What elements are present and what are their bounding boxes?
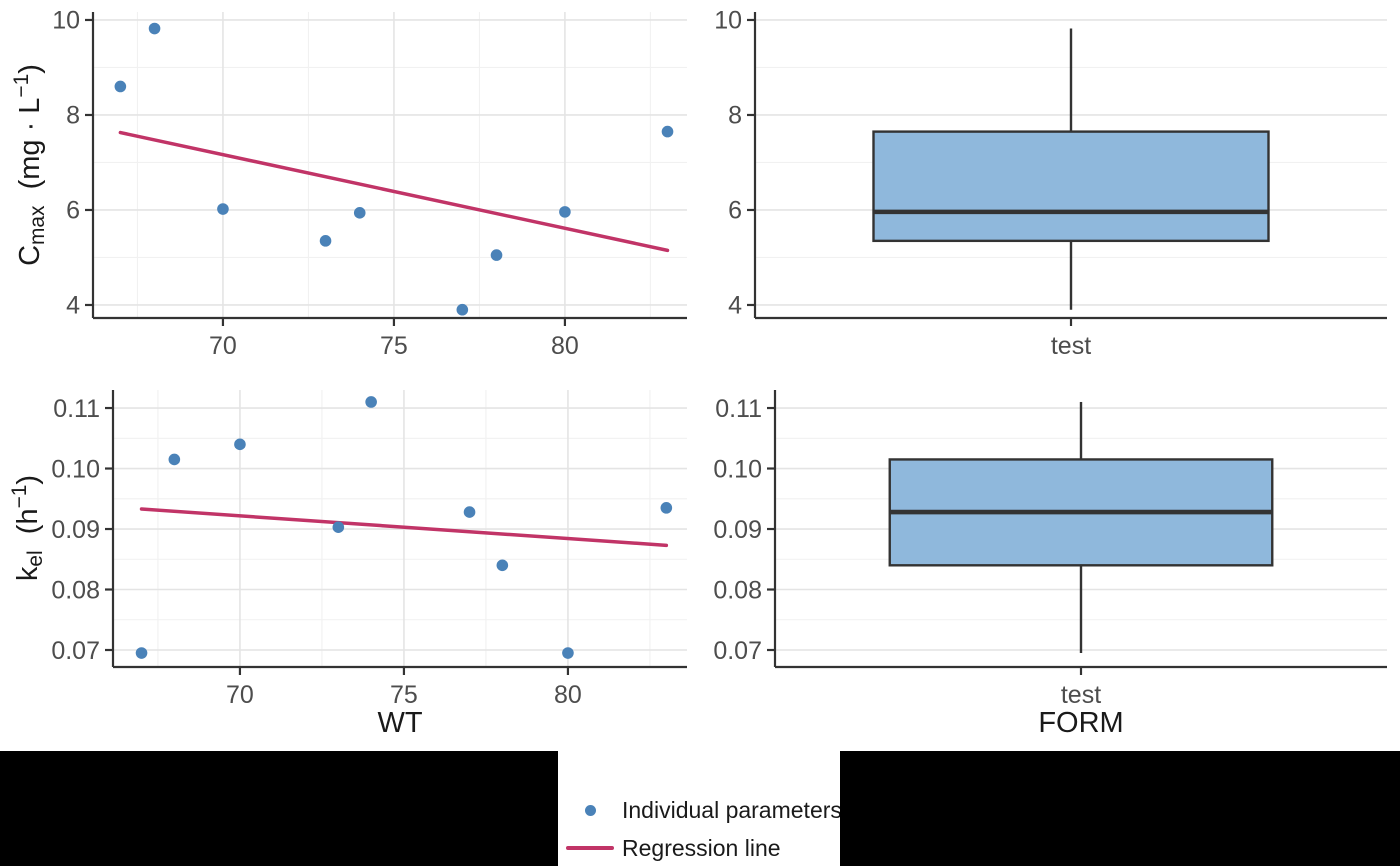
y-tick-label: 4	[728, 292, 742, 320]
y-tick-label: 0.07	[713, 637, 762, 665]
gridlines	[113, 390, 687, 667]
axes: 4 6 8 10 test	[714, 7, 1387, 360]
legend-item-regression-line: Regression line	[558, 829, 840, 866]
x-tick-label: 75	[380, 332, 408, 360]
y-tick-label: 8	[66, 102, 80, 130]
data-point	[490, 249, 503, 261]
x-axis-title: WT	[377, 707, 422, 739]
iqr-box	[872, 130, 1270, 243]
panel-kel-vs-wt: 0.07 0.08 0.09 0.10 0.11 70 75 80 WT	[51, 390, 687, 739]
data-point	[332, 521, 345, 533]
data-point	[456, 303, 469, 316]
data-point	[168, 453, 181, 466]
x-tick-label: test	[1051, 332, 1091, 360]
data-point	[353, 207, 366, 219]
y-tick-label: 0.10	[51, 455, 100, 483]
black-bar-right	[840, 751, 1400, 866]
y-tick-label: 6	[66, 197, 80, 225]
data-point	[496, 559, 509, 572]
legend-item-label: Individual parameters	[622, 796, 840, 823]
y-tick-label: 10	[52, 7, 80, 35]
data-point	[319, 235, 332, 247]
legend: Individual parameters Regression line	[558, 751, 840, 866]
black-bar-left	[0, 751, 558, 866]
y-tick-label: 0.11	[715, 395, 762, 423]
y-tick-label: 8	[728, 102, 742, 130]
y-tick-label: 6	[728, 197, 742, 225]
x-tick-label: 80	[551, 332, 579, 360]
y-tick-label: 4	[66, 292, 80, 320]
point-marker-icon	[584, 804, 596, 816]
panel-cmax-vs-wt: 4 6 8 10 70 75 80	[52, 7, 687, 360]
data-point	[148, 22, 161, 35]
regression-line	[118, 130, 670, 253]
data-point	[217, 203, 229, 215]
line-marker-icon	[566, 846, 614, 850]
data-point	[562, 647, 574, 659]
data-point	[559, 206, 571, 218]
data-point	[114, 80, 127, 93]
y-tick-label: 0.11	[53, 395, 100, 423]
y-axis-title-kel: kel (h−1)	[8, 474, 47, 582]
x-tick-label: 70	[226, 681, 254, 709]
y-tick-label: 0.08	[51, 576, 100, 604]
data-point	[661, 125, 674, 138]
legend-item-individual-parameters: Individual parameters	[558, 791, 840, 829]
x-tick-label: 80	[554, 681, 582, 709]
panel-cmax-boxplot: 4 6 8 10 test	[714, 7, 1387, 360]
data-point	[365, 396, 377, 408]
legend-key	[558, 791, 622, 829]
x-tick-label: 70	[209, 332, 237, 360]
y-tick-label: 0.10	[713, 455, 762, 483]
legend-key	[558, 829, 622, 866]
y-tick-label: 0.07	[51, 637, 100, 665]
data-point	[660, 502, 673, 514]
x-axis-title: FORM	[1038, 707, 1123, 739]
boxplot	[872, 28, 1270, 310]
gridlines	[93, 12, 687, 318]
axes: 0.07 0.08 0.09 0.10 0.11 test	[713, 390, 1387, 709]
data-points	[135, 396, 673, 659]
boxplot	[888, 401, 1274, 654]
data-point	[463, 506, 476, 518]
x-tick-label: 75	[390, 681, 418, 709]
axes: 0.07 0.08 0.09 0.10 0.11 70 75 80	[51, 390, 687, 709]
y-axis-title-cmax: Cmax (mg · L−1)	[10, 64, 49, 266]
legend-item-label: Regression line	[622, 834, 781, 861]
y-tick-label: 10	[714, 7, 742, 35]
data-points	[114, 22, 674, 316]
plots-svg: 4 6 8 10 70 75 80 4 6 8 10 test 0.07 0.08 0.09 0.10 0.11…	[51, 7, 1387, 739]
y-tick-label: 0.09	[51, 516, 100, 544]
data-point	[135, 647, 148, 659]
y-tick-label: 0.08	[713, 576, 762, 604]
regression-line	[139, 507, 669, 548]
bottom-band: Individual parameters Regression line	[0, 751, 1400, 866]
axes: 4 6 8 10 70 75 80	[52, 7, 687, 360]
x-tick-label: test	[1061, 681, 1101, 709]
y-tick-label: 0.09	[713, 516, 762, 544]
data-point	[234, 438, 246, 451]
